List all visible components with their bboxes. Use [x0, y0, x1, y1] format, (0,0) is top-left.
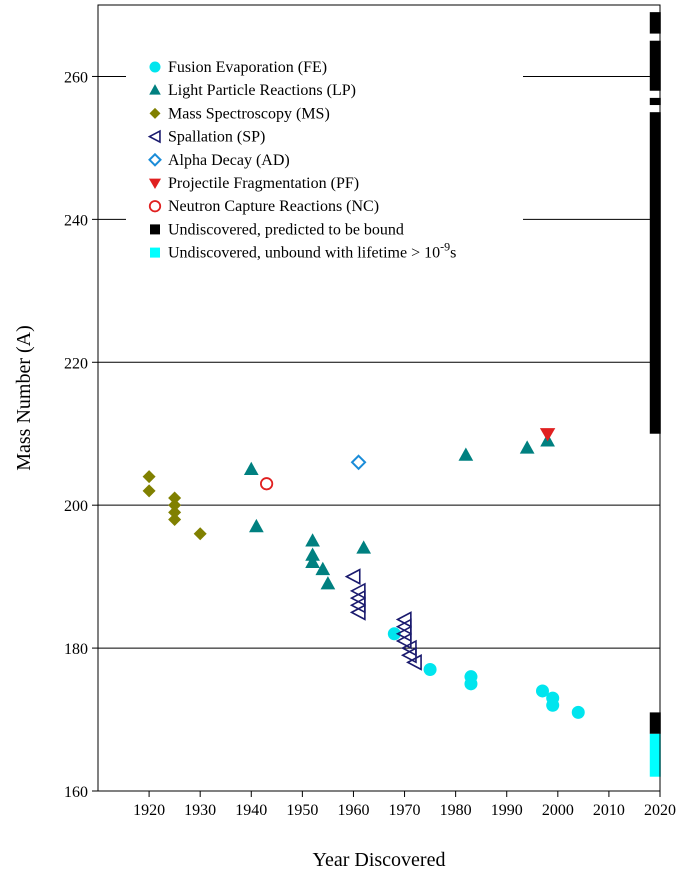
data-point [193, 527, 207, 541]
legend-marker [149, 107, 161, 119]
data-point [305, 554, 320, 568]
legend-label: Spallation (SP) [168, 129, 265, 146]
x-tick-label: 1930 [184, 802, 216, 819]
undiscovered-bar [649, 712, 661, 734]
data-point [320, 576, 336, 590]
y-tick-label: 260 [64, 69, 88, 86]
data-point [387, 627, 401, 641]
y-axis-label: Mass Number (A) [13, 325, 35, 471]
data-point [305, 533, 320, 547]
y-tick-label: 200 [64, 498, 88, 515]
data-point [519, 440, 535, 454]
x-tick-label: 2020 [644, 802, 676, 819]
data-points [142, 428, 585, 719]
plot-frame [97, 4, 661, 792]
data-point [395, 611, 412, 628]
x-tick-label: 1950 [286, 802, 318, 819]
data-point [259, 477, 274, 491]
x-axis-label: Year Discovered [313, 849, 446, 871]
data-point [395, 632, 412, 650]
undiscovered-bar [649, 97, 661, 106]
x-tick-label: 1920 [133, 802, 165, 819]
data-point [349, 582, 366, 600]
data-point [458, 447, 474, 461]
legend-marker [148, 200, 162, 213]
legend-marker [149, 84, 161, 95]
y-axis-ticks: 160 180 200 220 240 260 [64, 69, 98, 801]
y-tick-label: 160 [64, 784, 88, 801]
data-point [423, 663, 437, 677]
legend-marker [150, 224, 160, 235]
data-point [168, 512, 182, 526]
legend-label: Mass Spectroscopy (MS) [168, 105, 330, 122]
legend-label: Alpha Decay (AD) [168, 152, 290, 169]
legend-marker [148, 178, 162, 190]
legend-label: Undiscovered, predicted to be bound [168, 221, 404, 238]
legend-marker [149, 61, 161, 73]
legend-label: Neutron Capture Reactions (NC) [168, 198, 379, 215]
data-point [168, 498, 182, 512]
data-point [142, 484, 156, 498]
data-point [400, 646, 417, 664]
data-point [539, 428, 556, 442]
data-point [546, 698, 560, 712]
undiscovered-bar [649, 40, 661, 91]
data-point [535, 684, 549, 698]
data-point [142, 470, 156, 484]
data-point [168, 505, 182, 519]
y-tick-label: 220 [64, 355, 88, 372]
legend-label: Undiscovered, unbound with lifetime > 10… [168, 240, 456, 262]
data-point [349, 589, 366, 607]
legend-label: Light Particle Reactions (LP) [168, 82, 356, 99]
x-axis-ticks: 1920 1930 1940 1950 1960 1970 1980 1990 2000 2010… [133, 791, 676, 819]
data-point [344, 568, 361, 585]
undiscovered-bar [649, 112, 661, 434]
x-tick-label: 1960 [337, 802, 369, 819]
y-tick-label: 180 [64, 641, 88, 658]
x-tick-label: 1980 [440, 802, 472, 819]
data-point [350, 454, 367, 471]
x-tick-label: 1970 [389, 802, 421, 819]
y-tick-label: 240 [64, 212, 88, 229]
x-tick-label: 2010 [593, 802, 625, 819]
data-point [305, 547, 320, 561]
legend: Fusion Evaporation (FE) Light Particle Re… [147, 59, 456, 262]
data-point [249, 518, 264, 533]
legend-marker [150, 247, 160, 258]
data-point [315, 561, 331, 576]
data-point [464, 677, 478, 691]
grid-lines [98, 75, 660, 649]
data-point [349, 596, 366, 614]
legend-label: Projectile Fragmentation (PF) [168, 175, 359, 192]
undiscovered-bar [649, 12, 661, 34]
legend-marker [147, 129, 161, 144]
undiscovered-bars [649, 12, 661, 777]
x-tick-label: 1990 [491, 802, 523, 819]
data-point [349, 604, 366, 621]
data-point [243, 461, 259, 476]
data-point [406, 654, 422, 671]
x-tick-label: 1940 [235, 802, 267, 819]
legend-marker [148, 152, 162, 167]
data-point [571, 705, 585, 719]
undiscovered-bar [649, 733, 661, 777]
x-tick-label: 2000 [542, 802, 574, 819]
legend-label: Fusion Evaporation (FE) [168, 59, 327, 76]
data-point [356, 540, 372, 554]
data-point [168, 491, 182, 505]
